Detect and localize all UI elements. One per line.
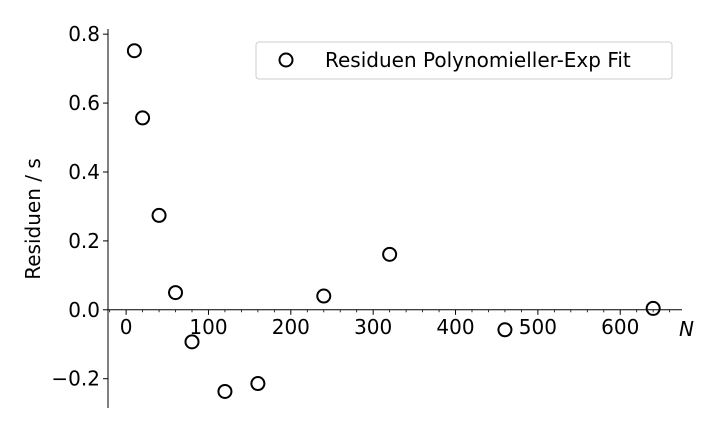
x-tick-label: 100 [189,315,227,339]
x-tick-label: 0 [120,315,133,339]
x-tick-label: 500 [519,315,557,339]
x-tick-label: 600 [601,315,639,339]
legend-label: Residuen Polynomieller-Exp Fit [325,48,631,72]
data-point [126,43,142,59]
legend-marker [278,52,294,68]
x-tick-label: 400 [436,315,474,339]
data-point [217,383,233,399]
data-point [184,334,200,350]
data-point [135,110,151,126]
x-axis: 0 100 200 300 400 500 600 [108,309,682,339]
y-tick-label: 0.4 [68,160,100,184]
y-tick-label: 0.6 [68,91,100,115]
data-point [316,288,332,304]
data-point [168,285,184,301]
x-axis-title: N [679,317,694,341]
data-point [250,376,266,392]
data-point [151,207,167,223]
data-point [497,322,513,338]
data-point [382,246,398,262]
legend: Residuen Polynomieller-Exp Fit [255,41,673,80]
y-tick-label: −0.2 [51,367,100,391]
y-axis: −0.2 0.0 0.2 0.4 0.6 0.8 [51,22,109,408]
data-points [126,43,661,399]
data-point [645,300,661,316]
y-tick-label: 0.2 [68,229,100,253]
x-tick-label: 200 [272,315,310,339]
y-tick-label: 0.8 [68,22,100,46]
y-axis-title: Residuen / s [21,158,45,280]
x-tick-label: 300 [354,315,392,339]
y-tick-label: 0.0 [68,298,100,322]
legend-frame [255,41,673,80]
